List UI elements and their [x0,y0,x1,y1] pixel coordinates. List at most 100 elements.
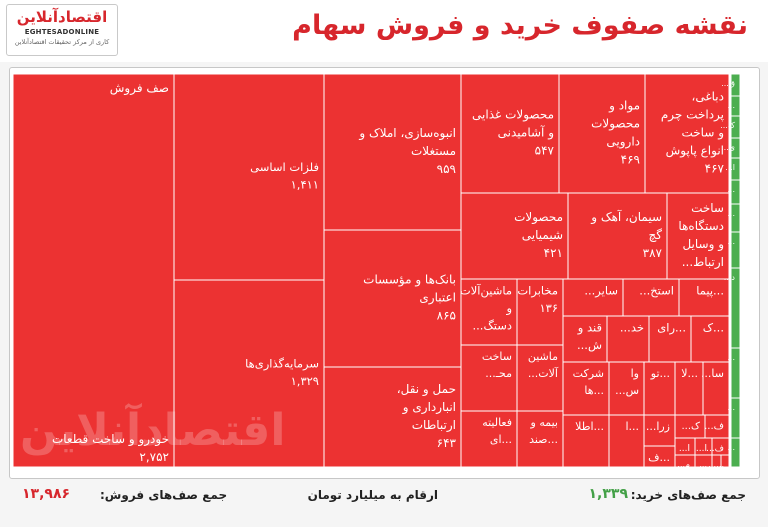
unit-note: ارقام به میلیارد تومان [307,488,438,502]
treemap-cell-label: ... [727,237,735,246]
treemap-cell-label: ... [727,353,735,362]
treemap-cell-rect [460,192,569,280]
treemap-cell-sell[interactable]: ک... [674,414,706,439]
treemap-cell-sell[interactable]: بیمه و ...صند [516,410,564,468]
treemap-cell-label: بیمه و ...صند [529,416,558,446]
treemap-cell-label: ...ا [625,420,639,433]
treemap-cell-sell[interactable]: ...لا [674,361,704,416]
treemap-cell-rect [173,73,325,281]
group-label-sell: صف فروش [110,81,169,96]
sell-total-value: ۱۳,۹۸۶ [22,486,71,502]
treemap-cell-label: محصولات غذایی و آشامیدنی ۵۴۷ [472,108,555,158]
treemap-cell-sell[interactable]: م... [674,454,696,469]
treemap-cell-sell[interactable]: سیمان، آهک و گچ ۳۸۷ [567,192,668,280]
treemap-cell-label: م... [677,460,690,469]
treemap-cell-label: ...رای [657,321,686,336]
page-title: نقشه صفوف خرید و فروش سهام [292,10,748,41]
treemap-cell-rect [678,278,730,317]
treemap-cell-sell[interactable]: محصولات شیمیایی ۴۲۱ [460,192,569,280]
treemap-cell-buy[interactable]: ... [727,437,741,468]
treemap-cell-label: سایر... [584,284,618,299]
treemap-cell-label: ...ک [703,321,724,335]
treemap-cell-label: فعالیته ...ای [482,416,512,446]
treemap-cell-label: ... [699,460,707,469]
treemap-cell-sell[interactable]: شرکت ...ها [562,361,610,416]
treemap-cell-rect [690,315,730,363]
treemap-cell-sell[interactable]: ...اطلا [562,414,610,468]
treemap-cell-label: زرا... [646,420,670,433]
treemap-cell-label: ...تو [650,367,670,380]
treemap-cell-sell[interactable]: وا س... [608,361,645,416]
treemap-cell-sell[interactable]: دباغی، پرداخت چرم و ساخت انواع پاپوش ۴۶۷ [644,73,730,194]
treemap-cell-sell[interactable]: خودرو و ساخت قطعات ۲,۷۵۲ [12,73,175,468]
treemap-cell-rect [730,437,741,468]
treemap-cell-sell[interactable]: ...پیما [678,278,730,317]
treemap-cell-sell[interactable]: ساخت محـ... [460,344,518,412]
treemap-cell-rect [460,278,518,346]
treemap-cell-sell[interactable]: حمل و نقل، انبارداری و ارتباطات ۶۴۳ [323,366,462,468]
treemap-cell-sell[interactable]: ماشین‌آلات و دستگ... [460,278,518,346]
treemap-cell-label: استخ... [639,284,674,298]
treemap-cell-label: مخابرات ۱۳۶ [517,284,558,316]
treemap-cell-rect [562,278,624,317]
footer: جمع صف‌های خرید: ۱,۳۳۹ ارقام به میلیارد … [0,482,768,527]
treemap-cell-rect [323,73,462,231]
treemap-cell-label: ... [727,403,735,412]
treemap-cell-label: د... [724,273,736,282]
treemap-cell-label: ا... [679,444,690,454]
treemap-cell-sell[interactable]: مواد و محصولات دارویی ۴۶۹ [558,73,646,194]
treemap-cell-label: ساخت محـ... [482,350,512,380]
treemap-cell-rect [562,361,610,416]
treemap-cell-label: ... [727,209,735,218]
treemap-frame: خودرو و ساخت قطعات ۲,۷۵۲ فلزات اساسی ۱,۴۱۱ س… [9,67,760,479]
treemap-cell-sell[interactable]: ...تو [643,361,676,416]
treemap-cell-label: ...ف [648,451,670,464]
treemap-cell-label: محصولات شیمیایی ۴۲۱ [514,210,563,260]
treemap-cell-label: ... [708,460,716,469]
treemap-cell-sell[interactable]: قند و ش... [562,315,608,363]
treemap-cell-sell[interactable]: زرا... [643,414,676,447]
treemap-cell-sell[interactable]: فلزات اساسی ۱,۴۱۱ [173,73,325,281]
treemap-cell-label: فلزات اساسی ۱,۴۱۱ [250,160,319,192]
treemap-cell-rect [666,192,730,280]
treemap-cell-rect [608,361,645,416]
treemap-cell-label: شرکت ...ها [573,367,604,397]
treemap-cell-rect [460,73,560,194]
treemap-cell-rect [644,73,730,194]
treemap-cell-sell[interactable]: سایر... [562,278,624,317]
treemap-cell-sell[interactable]: انبوه‌سازی، املاک و مستغلات ۹۵۹ [323,73,462,231]
treemap-cell-sell[interactable]: استخ... [622,278,680,317]
treemap-cell-sell[interactable]: ...ف [643,445,676,468]
buy-total-label: جمع صف‌های خرید: [630,488,746,502]
treemap-cell-sell[interactable]: ماشین آلات... [516,344,564,412]
treemap-cell-sell[interactable]: ا... [674,437,696,456]
treemap-cell-rect [648,315,692,363]
treemap-cell-sell[interactable]: خد... [606,315,650,363]
treemap-cell-label: سرمایه‌گذاری‌ها ۱,۳۲۹ [245,357,319,389]
treemap-cell-label: ا... [696,444,707,454]
treemap-cell-label: سا... [701,367,724,380]
treemap-cell-sell[interactable]: ...ک [690,315,730,363]
treemap-cell-sell[interactable]: ف... [704,414,730,439]
treemap-cell-label: ... [716,460,724,469]
treemap-cell-label: ک... [682,421,701,432]
treemap-cell-sell[interactable]: مخابرات ۱۳۶ [516,278,564,346]
treemap-cell-label: ف... [706,444,724,454]
treemap-cell-sell[interactable]: محصولات غذایی و آشامیدنی ۵۴۷ [460,73,560,194]
treemap-cell-sell[interactable]: سرمایه‌گذاری‌ها ۱,۳۲۹ [173,279,325,468]
treemap-cell-rect [173,279,325,468]
treemap-cell-rect [720,454,730,468]
treemap-outline [11,72,742,469]
treemap-cell-sell[interactable]: ...ا [608,414,645,468]
treemap-cell-sell[interactable]: ساخت دستگاه‌ها و وسایل ارتباط... [666,192,730,280]
treemap-cell-sell[interactable]: ...رای [648,315,692,363]
treemap-cell-label: ک... [720,121,736,130]
treemap-cell-label: انبوه‌سازی، املاک و مستغلات ۹۵۹ [358,126,456,176]
treemap-cell-sell[interactable]: ... [716,454,730,469]
treemap-cell-sell[interactable]: سا... [701,361,730,416]
treemap-cell-sell[interactable]: بانک‌ها و مؤسسات اعتباری ۸۶۵ [323,229,462,368]
treemap-cell-rect [516,410,564,468]
treemap-cell-sell[interactable]: فعالیته ...ای [460,410,518,468]
treemap-cell-rect [608,414,645,468]
treemap-cell-label: ... [727,443,735,452]
